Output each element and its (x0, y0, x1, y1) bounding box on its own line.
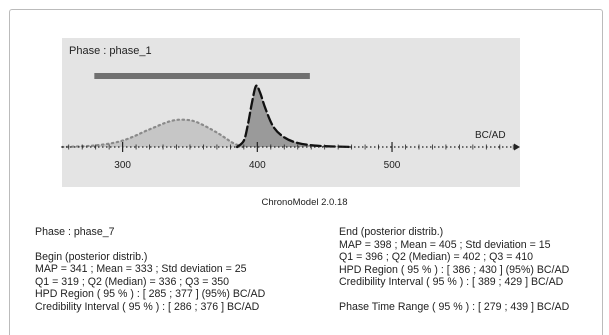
x-tick-label: 300 (114, 160, 131, 171)
end-hpd: HPD Region ( 95 % ) : [ 386 ; 430 ] (95%… (339, 263, 570, 276)
begin-hpd: HPD Region ( 95 % ) : [ 285 ; 377 ] (95%… (35, 288, 266, 300)
phase-chart-svg: 300 400 500 (60, 73, 520, 171)
phase-time-range: Phase Time Range ( 95 % ) : [ 279 ; 439 … (339, 300, 570, 313)
begin-density-area (62, 119, 244, 147)
dialog-frame (9, 9, 603, 335)
phase-chart: 300 400 500 Phase : phase_1 BC/AD (60, 38, 520, 187)
end-title: End (posterior distrib.) (339, 226, 444, 238)
end-column: End (posterior distrib.) MAP = 398 ; Mea… (339, 226, 569, 313)
end-density-area (237, 85, 352, 147)
begin-stats: MAP = 341 ; Mean = 333 ; Std deviation =… (35, 263, 247, 275)
begin-title: Begin (posterior distrib.) (35, 250, 148, 263)
chart-title: Phase : phase_1 (69, 45, 152, 57)
end-ci: Credibility Interval ( 95 % ) : [ 389 ; … (339, 276, 564, 288)
x-axis-arrow (514, 143, 520, 151)
end-quartiles: Q1 = 396 ; Q2 (Median) = 402 ; Q3 = 410 (339, 251, 534, 263)
x-axis-label: BC/AD (475, 130, 506, 141)
x-tick-label: 400 (249, 160, 266, 171)
begin-column: Phase : phase_7 Begin (posterior distrib… (35, 226, 265, 313)
end-density-curve (235, 84, 353, 149)
phase-time-range-bar (94, 73, 310, 79)
phase-name: Phase : phase_7 (35, 226, 115, 238)
credit-text: ChronoModel 2.0.18 (261, 197, 348, 208)
begin-quartiles: Q1 = 319 ; Q2 (Median) = 336 ; Q3 = 350 (35, 275, 230, 288)
end-stats: MAP = 398 ; Mean = 405 ; Std deviation =… (339, 238, 551, 251)
x-tick-label: 500 (384, 160, 401, 171)
begin-ci: Credibility Interval ( 95 % ) : [ 286 ; … (35, 300, 260, 313)
begin-density-curve (60, 118, 245, 149)
